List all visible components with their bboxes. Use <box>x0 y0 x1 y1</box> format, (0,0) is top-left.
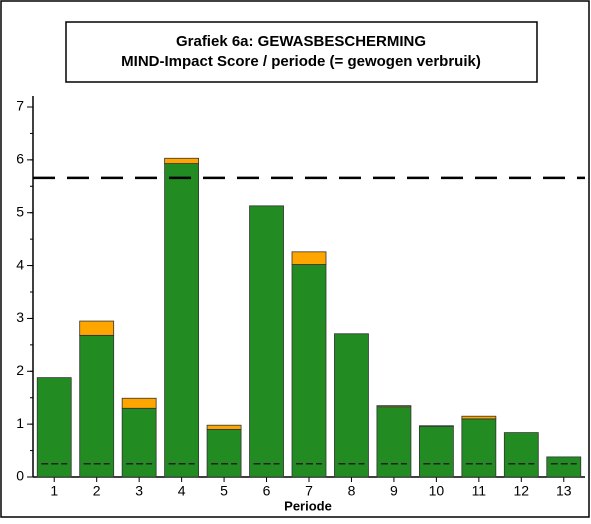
bar-segment <box>376 405 412 408</box>
bar-segment <box>79 320 115 336</box>
bar-segment <box>206 424 242 430</box>
x-tick-label: 10 <box>429 483 445 499</box>
y-tick-label: 4 <box>16 256 24 272</box>
x-tick-label: 11 <box>472 483 487 499</box>
bar-segment <box>79 334 115 478</box>
chart-title: Grafiek 6a: GEWASBESCHERMING <box>176 33 426 50</box>
bar-segment <box>164 157 200 164</box>
bar-segment <box>546 456 582 478</box>
x-tick-label: 2 <box>93 483 101 499</box>
x-tick-label: 6 <box>263 483 271 499</box>
x-tick-label: 12 <box>514 483 530 499</box>
bar-segment <box>334 333 369 478</box>
title-box <box>65 21 538 83</box>
x-tick-label: 9 <box>390 483 398 499</box>
bar-segment <box>121 407 157 478</box>
bar-segment <box>376 406 412 478</box>
bar-segment <box>164 163 200 478</box>
y-tick-label: 3 <box>16 309 24 325</box>
y-tick-label: 6 <box>16 151 24 167</box>
x-tick-label: 3 <box>135 483 143 499</box>
bar-segment <box>503 432 539 478</box>
x-tick-label: 5 <box>220 483 228 499</box>
bar-segment <box>461 418 497 478</box>
bar-segment <box>206 429 242 478</box>
bar-segment <box>121 397 157 409</box>
bar-segment <box>291 264 327 478</box>
y-tick-label: 0 <box>16 468 24 484</box>
bar-segment <box>418 425 454 427</box>
x-tick-label: 4 <box>178 483 186 499</box>
chart-title: MIND-Impact Score / periode (= gewogen v… <box>121 53 481 70</box>
x-tick-label: 13 <box>556 483 572 499</box>
x-tick-label: 1 <box>50 483 58 499</box>
y-tick-label: 2 <box>16 362 24 378</box>
bar-segment <box>291 251 327 265</box>
x-tick-label: 8 <box>348 483 356 499</box>
y-tick-label: 1 <box>16 415 24 431</box>
y-tick-label: 5 <box>16 203 24 219</box>
bar-segment <box>36 377 72 478</box>
bar-segment <box>418 425 454 478</box>
x-axis-label: Periode <box>284 498 332 513</box>
x-tick-label: 7 <box>305 483 313 499</box>
y-tick-label: 7 <box>16 98 24 114</box>
bar-segment <box>249 205 284 478</box>
bar-segment <box>461 415 497 420</box>
